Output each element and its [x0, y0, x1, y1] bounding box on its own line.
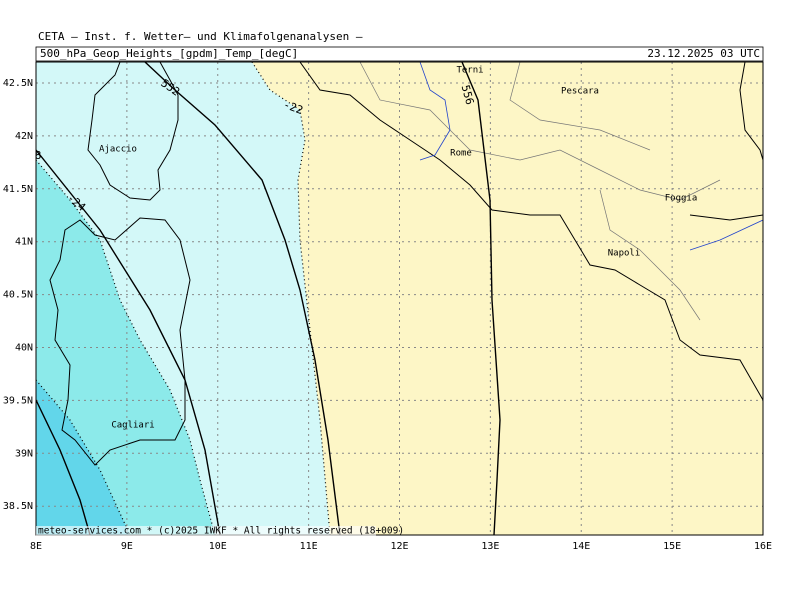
lat-label: 41.5N [3, 184, 33, 195]
city-label: Cagliari [111, 421, 154, 431]
corsica [87, 62, 179, 201]
contour-label: 8 [35, 149, 42, 162]
city-label: Ajaccio [99, 145, 137, 155]
city-label: Foggia [665, 194, 698, 204]
italy-coast [299, 62, 763, 401]
lon-label: 10E [209, 541, 227, 552]
river [689, 219, 763, 251]
isotherm [251, 62, 331, 535]
institute: CETA — Inst. f. Wetter— und Klimafolgena… [38, 30, 363, 43]
sardinia [49, 217, 191, 466]
contour-label: -22 [282, 98, 305, 117]
valid-time: 23.12.2025 03 UTC [647, 47, 760, 60]
footer-bg [36, 526, 376, 536]
lat-label: 40.5N [3, 290, 33, 301]
header-bar [35, 46, 764, 62]
lat-label: 38.5N [3, 501, 33, 512]
lat-label: 39.5N [3, 395, 33, 406]
field-title: 500_hPa_Geop_Heights_[gpdm]_Temp_[degC] [40, 47, 298, 60]
height-contour [36, 399, 91, 535]
city-label: Terni [456, 66, 483, 76]
coldest-fill [36, 380, 130, 535]
city-label: Pescara [561, 87, 599, 97]
lon-label: 16E [754, 541, 772, 552]
lat-label: 40N [15, 343, 33, 354]
adriatic-coast [739, 62, 763, 161]
river [419, 62, 451, 161]
map-frame [35, 61, 764, 536]
contour-label: 556 [459, 84, 477, 107]
lon-label: 14E [572, 541, 590, 552]
grid [36, 62, 763, 535]
height-contour [144, 62, 341, 535]
height-contour [36, 149, 221, 535]
lon-label: 13E [481, 541, 499, 552]
city-label: Napoli [608, 249, 641, 259]
lon-label: 9E [121, 541, 133, 552]
map-area [36, 62, 763, 535]
city-label: Rome [450, 149, 472, 159]
lon-label: 12E [390, 541, 408, 552]
lon-label: 8E [30, 541, 42, 552]
lat-label: 42.5N [3, 78, 33, 89]
lat-label: 42N [15, 131, 33, 142]
regions [359, 62, 721, 321]
lat-label: 39N [15, 448, 33, 459]
footer-credit: meteo-services.com * (c)2025 IWKF * All … [38, 526, 404, 537]
lat-label: 41N [15, 237, 33, 248]
gargano-coast [689, 214, 763, 221]
lon-label: 11E [300, 541, 318, 552]
lon-label: 15E [663, 541, 681, 552]
height-contour [461, 62, 501, 535]
